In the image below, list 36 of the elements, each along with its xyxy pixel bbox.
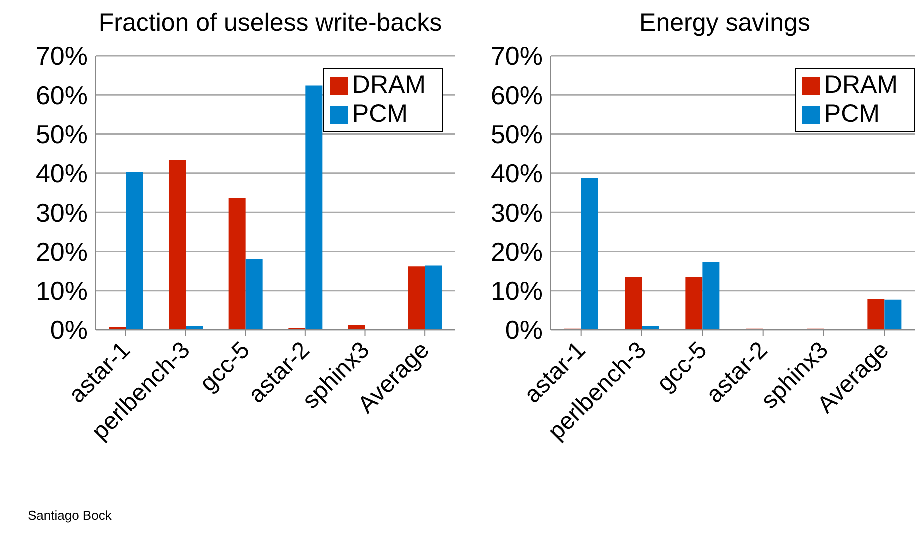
bar [425, 266, 442, 330]
bar [168, 160, 186, 330]
y-tick-label: 50% [36, 120, 88, 150]
bar [884, 300, 902, 330]
chart-title: Fraction of useless write-backs [98, 8, 444, 39]
chart-title: Energy savings [638, 8, 812, 39]
y-tick-label: 70% [490, 41, 543, 72]
y-tick-label: 40% [36, 158, 88, 189]
bar [625, 277, 642, 330]
y-tick-label: 30% [490, 198, 543, 228]
y-tick-label: 10% [490, 276, 543, 306]
bar [702, 262, 720, 330]
bar [686, 277, 703, 330]
bar [246, 259, 263, 330]
bar [126, 172, 144, 330]
legend-label: DRAM [824, 71, 898, 99]
y-tick-label: 50% [490, 120, 543, 150]
bar [868, 299, 885, 330]
text: Santiago Bock [28, 508, 112, 523]
y-tick-label: 0% [50, 315, 88, 346]
bar [408, 266, 426, 330]
legend-label: PCM [352, 100, 408, 128]
y-tick-label: 60% [36, 80, 88, 110]
y-tick-label: 70% [36, 41, 88, 72]
y-tick-label: 30% [36, 198, 88, 228]
bar [228, 198, 246, 330]
y-tick-label: 40% [490, 158, 543, 189]
y-tick-label: 20% [490, 236, 543, 267]
y-tick-label: 10% [36, 276, 88, 306]
legend-label: DRAM [352, 71, 426, 99]
y-tick-label: 0% [505, 315, 543, 346]
legend-label: PCM [824, 100, 880, 128]
bar [581, 178, 598, 330]
y-tick-label: 20% [36, 236, 88, 267]
bar [306, 86, 323, 330]
y-tick-label: 60% [490, 80, 543, 110]
